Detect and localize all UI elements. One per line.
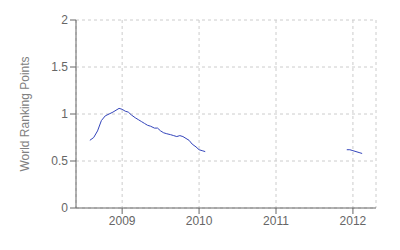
svg-text:1.5: 1.5 <box>51 60 68 74</box>
svg-text:2: 2 <box>61 13 68 27</box>
svg-text:1: 1 <box>61 107 68 121</box>
svg-text:0.5: 0.5 <box>51 154 68 168</box>
svg-text:2009: 2009 <box>109 214 136 228</box>
svg-text:0: 0 <box>61 201 68 215</box>
svg-text:2011: 2011 <box>263 214 289 228</box>
svg-text:2010: 2010 <box>186 214 213 228</box>
svg-text:World Ranking Points: World Ranking Points <box>18 56 32 171</box>
svg-text:2012: 2012 <box>340 214 367 228</box>
